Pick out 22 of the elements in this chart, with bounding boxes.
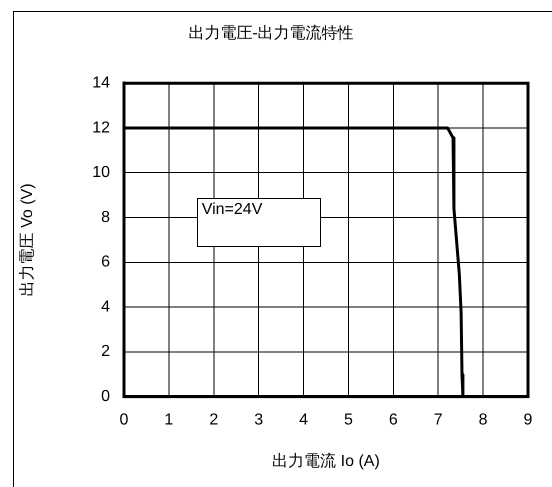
y-tick-label: 14 — [92, 74, 110, 92]
x-tick-label: 1 — [164, 412, 174, 429]
x-axis-title: 出力電流 Io (A) — [272, 452, 380, 470]
x-tick-label: 3 — [254, 412, 264, 429]
y-tick-label: 12 — [92, 119, 110, 136]
y-tick-label: 4 — [101, 298, 110, 316]
chart-title: 出力電圧-出力電流特性 — [188, 24, 354, 42]
x-tick-label: 6 — [388, 412, 398, 429]
y-tick-label: 2 — [101, 343, 110, 360]
x-tick-label: 2 — [209, 412, 218, 429]
y-axis-title: 出力電圧 Vo (V) — [18, 183, 36, 296]
y-tick-label: 6 — [101, 254, 110, 271]
y-tick-label: 10 — [92, 164, 110, 182]
x-tick-label: 9 — [524, 412, 533, 429]
x-tick-label: 0 — [120, 412, 129, 429]
y-tick-label: 0 — [101, 388, 110, 406]
y-tick-label: 8 — [101, 208, 110, 226]
x-tick-label: 4 — [299, 412, 308, 429]
x-tick-label: 5 — [344, 412, 353, 429]
text-box: Vin=24V — [196, 198, 321, 247]
x-tick-label: 8 — [478, 412, 488, 429]
x-tick-label: 7 — [434, 412, 443, 429]
